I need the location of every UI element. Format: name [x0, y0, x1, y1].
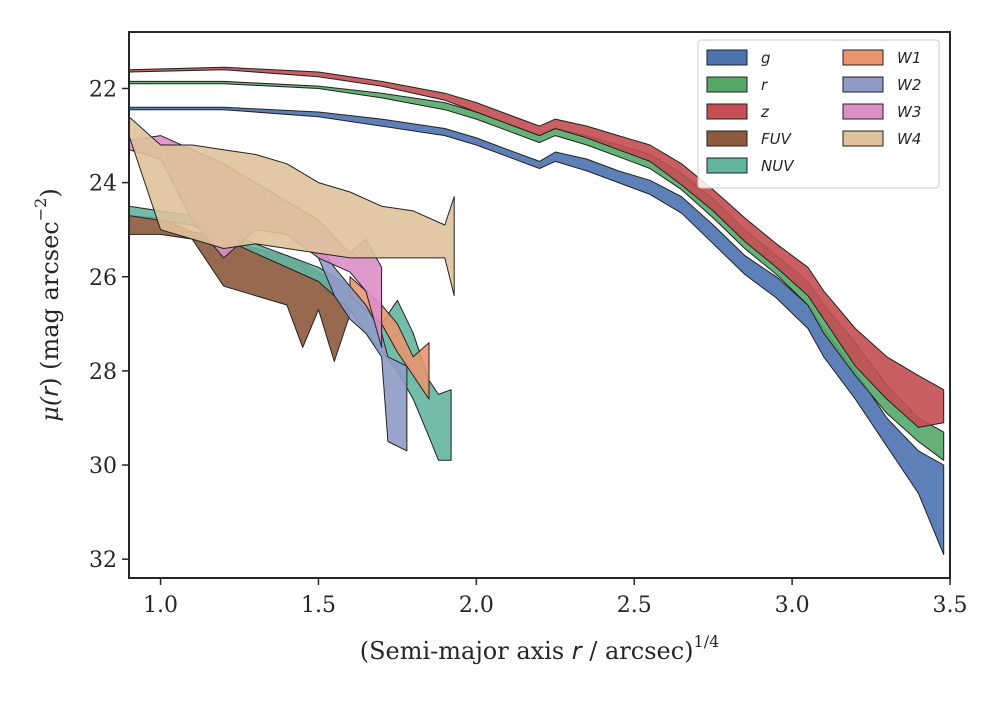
series-band-g	[129, 106, 945, 555]
legend-swatch-w2	[842, 76, 884, 93]
series-band-z	[129, 66, 945, 428]
x-tick-label: 2.0	[459, 593, 494, 618]
plot-frame	[128, 31, 951, 579]
series-band-w4	[129, 116, 455, 297]
x-tick-label: 1.5	[301, 593, 336, 618]
y-tick-label: 24	[89, 172, 117, 197]
series-band-w2	[302, 229, 408, 452]
x-tick-label: 3.5	[933, 593, 968, 618]
legend: grz FUV NUV W1 W2 W3 W4	[697, 39, 940, 189]
legend-label-nuv: NUV	[761, 157, 795, 175]
y-tick-label: 32	[89, 548, 117, 573]
legend-label-fuv: FUV	[761, 130, 793, 148]
y-tick-label: 28	[89, 360, 117, 385]
legend-swatch-z	[706, 103, 748, 120]
y-tick-label: 30	[89, 454, 117, 479]
legend-label-w4: W4	[897, 130, 921, 148]
legend-label-w2: W2	[897, 76, 921, 94]
legend-swatch-nuv	[706, 157, 748, 174]
x-axis-title: (Semi-major axis r / arcsec)1/4	[360, 632, 720, 665]
legend-swatch-r	[706, 76, 748, 93]
legend-swatch-w1	[842, 49, 884, 66]
legend-label-w1: W1	[897, 49, 921, 67]
x-tick-label: 1.0	[143, 593, 178, 618]
y-tick-label: 22	[89, 77, 117, 102]
x-tick-label: 3.0	[775, 593, 810, 618]
legend-label-g: g	[761, 49, 771, 67]
legend-swatch-w4	[842, 130, 884, 147]
legend-swatch-g	[706, 49, 748, 66]
legend-label-z: z	[760, 103, 770, 121]
legend-label-r: r	[761, 76, 768, 94]
y-axis-title: μ(r) (mag arcsec−2)	[31, 188, 64, 421]
x-tick-label: 2.5	[617, 593, 652, 618]
y-tick-label: 26	[89, 266, 117, 291]
axes-layer: 1.0 1.5 2.0 2.5 3.0 3.5 22 24 26 28 30 32	[89, 31, 968, 618]
legend-label-w3: W3	[897, 103, 921, 121]
series-layer	[129, 66, 945, 555]
legend-swatch-fuv	[706, 130, 748, 147]
legend-swatch-w3	[842, 103, 884, 120]
